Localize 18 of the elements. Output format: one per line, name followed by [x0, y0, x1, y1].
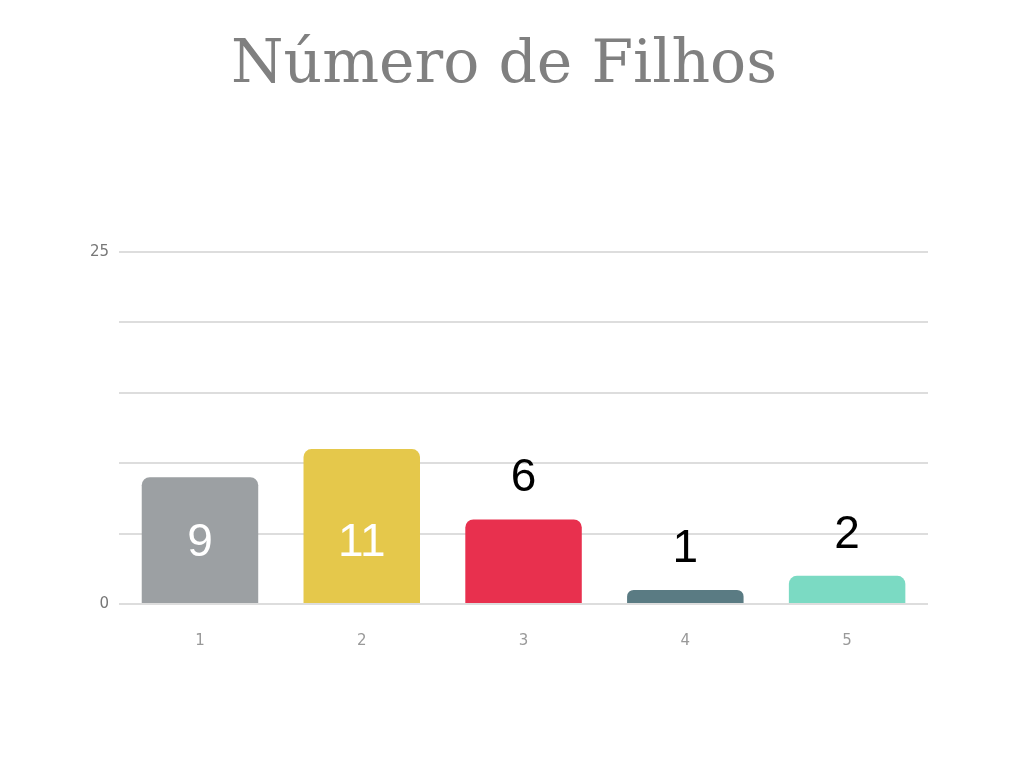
bar [465, 519, 582, 603]
bar [303, 449, 420, 603]
bar [627, 589, 744, 603]
data-label: 2 [834, 505, 860, 558]
data-label: 9 [187, 513, 213, 566]
x-tick-label: 4 [680, 630, 691, 649]
x-tick-label: 1 [195, 630, 205, 649]
x-tick-label: 3 [518, 630, 529, 649]
bar [788, 575, 906, 603]
y-tick-label: 0 [99, 593, 110, 612]
data-label: 6 [510, 449, 537, 502]
x-tick-label: 2 [356, 630, 367, 649]
data-label: 1 [672, 519, 699, 572]
bar [141, 477, 259, 603]
data-label: 11 [337, 513, 386, 566]
y-tick-label: 25 [89, 241, 110, 260]
x-tick-label: 5 [842, 630, 852, 649]
chart-title: Número de Filhos [231, 25, 777, 96]
